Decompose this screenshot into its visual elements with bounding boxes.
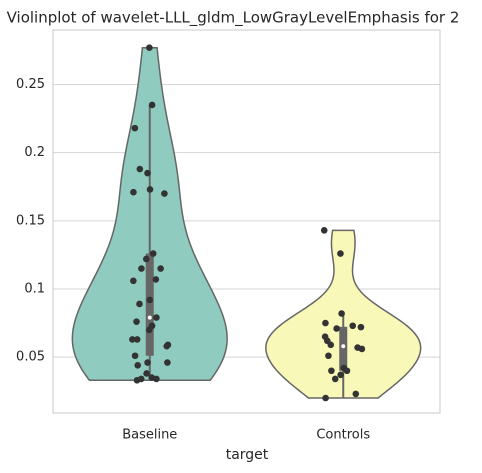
strip-point [130,277,137,285]
strip-point [328,367,335,375]
strip-point [153,375,160,383]
y-tick-label: 0.1 [24,281,45,296]
strip-point [321,333,329,340]
box-iqr [145,253,154,356]
strip-point [146,186,154,193]
y-tick-label: 0.2 [24,145,45,160]
strip-point [338,310,345,317]
strip-point [142,255,150,263]
strip-point [320,227,328,234]
strip-point [129,336,136,343]
strip-point [322,394,329,402]
strip-point [146,44,153,52]
strip-point [333,325,340,332]
strip-point [153,314,160,321]
strip-point [349,322,357,330]
y-tick-label: 0.05 [16,350,45,365]
strip-point [136,300,143,308]
chart-title: Violinplot of wavelet-LLL_gldm_LowGrayLe… [7,9,460,28]
box-median [341,344,346,349]
strip-point [161,190,168,197]
strip-point [130,188,137,196]
strip-point [144,359,151,366]
strip-point [136,165,144,173]
strip-point [134,361,142,369]
plot-frame [52,29,441,414]
strip-point [357,323,365,331]
box-median [147,315,152,320]
strip-point [343,367,351,375]
box-iqr [339,326,348,371]
strip-point [148,101,156,109]
strip-point [133,376,141,384]
strip-point [164,359,171,366]
y-tick-label: 0.15 [16,213,45,228]
y-tick-label: 0.25 [16,77,45,92]
strip-point [322,319,329,327]
strip-point [133,318,140,325]
x-tick-label: Controls [316,428,370,443]
strip-point [152,276,160,283]
strip-point [133,336,141,343]
strip-point [131,352,139,360]
x-axis-label: target [226,447,269,463]
strip-point [138,265,145,272]
strip-point [337,250,344,257]
strip-point [164,341,172,349]
x-tick-label: Baseline [122,428,177,443]
strip-point [337,371,344,379]
strip-point [327,341,335,349]
strip-point [331,375,339,383]
strip-point [143,370,150,377]
strip-point [325,352,332,360]
strip-point [145,326,153,334]
strip-point [157,265,164,272]
strip-point [149,250,157,257]
strip-point [352,390,360,398]
strip-point [144,169,151,177]
strip-point [146,296,153,304]
strip-point [131,124,139,132]
strip-point [358,345,366,353]
